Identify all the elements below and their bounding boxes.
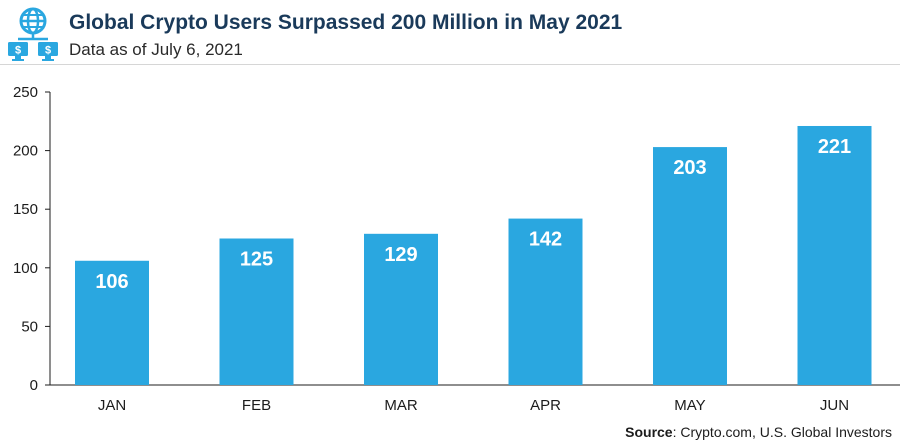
header-divider <box>0 64 900 65</box>
y-tick-label: 150 <box>13 201 38 218</box>
bar-value-label: 221 <box>818 136 851 158</box>
bar-value-label: 106 <box>95 271 128 293</box>
y-tick-label: 0 <box>30 377 38 394</box>
bar-value-label: 125 <box>240 249 273 271</box>
bar-feb <box>219 238 294 385</box>
y-tick-label: 200 <box>13 143 38 160</box>
bar-value-label: 203 <box>673 157 706 179</box>
bar-may <box>653 147 727 385</box>
x-tick-label: JAN <box>98 397 126 414</box>
bar-apr <box>508 218 583 385</box>
x-tick-label: FEB <box>242 397 271 414</box>
source-label: Source <box>625 424 673 440</box>
x-tick-label: MAR <box>384 397 418 414</box>
globe-dollar-monitors-icon: $ $ <box>8 7 58 61</box>
x-tick-label: MAY <box>674 397 705 414</box>
x-tick-label: APR <box>530 397 561 414</box>
svg-text:$: $ <box>15 45 21 57</box>
source-note: Source: Crypto.com, U.S. Global Investor… <box>625 424 892 440</box>
chart-subtitle: Data as of July 6, 2021 <box>69 40 243 59</box>
chart-title: Global Crypto Users Surpassed 200 Millio… <box>69 11 623 34</box>
bar-jun <box>797 125 872 385</box>
bar-mar <box>364 233 438 385</box>
y-tick-label: 250 <box>13 84 38 101</box>
y-tick-label: 100 <box>13 260 38 277</box>
y-tick-label: 50 <box>21 318 38 335</box>
source-text: : Crypto.com, U.S. Global Investors <box>672 424 892 440</box>
bar-value-label: 142 <box>529 229 562 251</box>
bar-jan <box>75 260 149 385</box>
x-tick-label: JUN <box>820 397 849 414</box>
svg-text:$: $ <box>45 45 51 57</box>
chart-header: $ $ Global Crypto Users Surpassed 200 Mi… <box>0 0 900 62</box>
bar-value-label: 129 <box>384 244 417 266</box>
